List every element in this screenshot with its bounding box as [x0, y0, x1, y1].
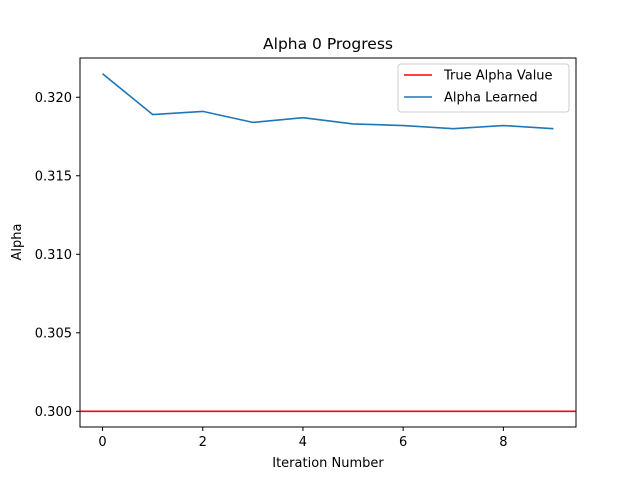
x-tick-label: 8	[499, 435, 507, 450]
legend-label: True Alpha Value	[443, 69, 553, 84]
legend: True Alpha Value Alpha Learned	[397, 63, 570, 113]
x-tick-label: 2	[199, 435, 207, 450]
y-tick-label: 0.310	[35, 248, 72, 263]
legend-label: Alpha Learned	[444, 91, 538, 106]
y-axis-label: Alpha	[10, 224, 25, 261]
legend-box	[397, 63, 570, 113]
y-tick-label: 0.315	[35, 169, 72, 184]
y-tick-label: 0.320	[35, 91, 72, 106]
axis-ticks: 0 2 4 6 8 0.300 0.305 0.310 0.315 0.320	[35, 91, 508, 450]
x-tick-label: 6	[399, 435, 407, 450]
y-tick-label: 0.300	[35, 405, 72, 420]
data-series	[80, 73, 576, 413]
x-axis-label: Iteration Number	[272, 456, 384, 471]
x-tick-label: 4	[299, 435, 307, 450]
plot-frame	[79, 57, 577, 428]
chart-title: Alpha 0 Progress	[263, 35, 393, 53]
alpha-learned-line	[102, 73, 554, 130]
x-tick-label: 0	[98, 435, 106, 450]
y-tick-label: 0.305	[35, 326, 72, 341]
